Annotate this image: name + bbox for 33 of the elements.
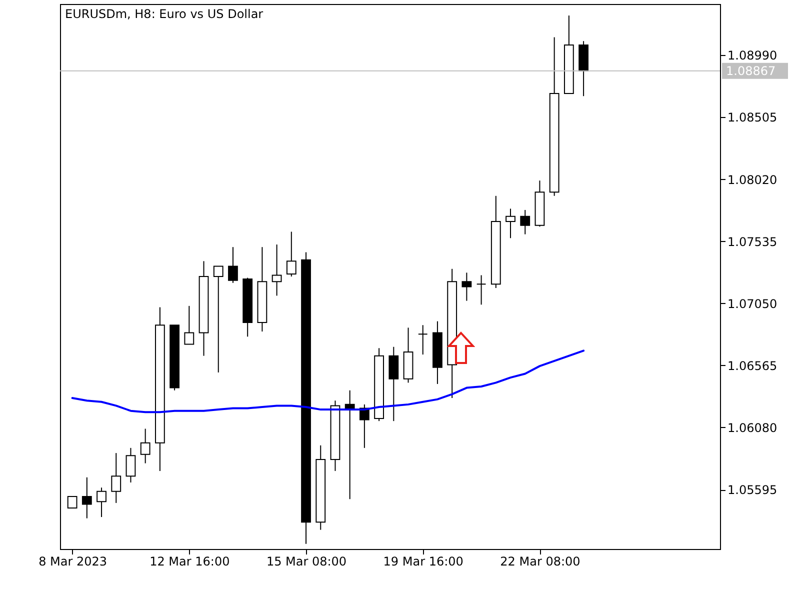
candlestick xyxy=(213,266,224,373)
candlestick xyxy=(506,208,516,239)
y-tick-label: 1.08020 xyxy=(728,172,778,187)
y-tick-label: 1.05595 xyxy=(728,483,778,498)
ref-line-label: 1.08867 xyxy=(726,64,776,78)
candlestick xyxy=(344,390,355,500)
y-tick-label: 1.08505 xyxy=(728,110,778,125)
candlestick xyxy=(126,447,136,483)
y-tick-label: 1.07535 xyxy=(728,234,778,249)
candlestick xyxy=(476,274,486,306)
candlestick xyxy=(228,246,238,284)
candlestick xyxy=(111,452,122,504)
y-tick-label: 1.08990 xyxy=(728,48,778,63)
x-tick-label: 15 Mar 08:00 xyxy=(266,554,347,568)
x-tick-label: 12 Mar 16:00 xyxy=(150,554,230,568)
x-tick-label: 22 Mar 08:00 xyxy=(500,554,580,568)
candlestick xyxy=(140,428,150,464)
candlestick xyxy=(67,496,78,509)
x-tick-label: 19 Mar 16:00 xyxy=(383,554,464,568)
candlestick xyxy=(272,244,282,296)
y-tick-label: 1.06565 xyxy=(728,358,778,373)
y-tick-label: 1.06080 xyxy=(728,420,778,435)
chart-title: EURUSDm, H8: Euro vs US Dollar xyxy=(65,7,264,21)
y-tick-label: 1.07050 xyxy=(728,296,778,311)
candlestick xyxy=(96,487,106,518)
candlestick xyxy=(418,324,428,356)
candlestick xyxy=(388,346,399,422)
candlestick xyxy=(286,231,296,277)
candlestick xyxy=(520,209,530,235)
x-tick-label: 8 Mar 2023 xyxy=(38,554,108,568)
candlestick xyxy=(184,305,194,345)
candlestick xyxy=(462,272,472,302)
candlestick xyxy=(82,476,92,519)
